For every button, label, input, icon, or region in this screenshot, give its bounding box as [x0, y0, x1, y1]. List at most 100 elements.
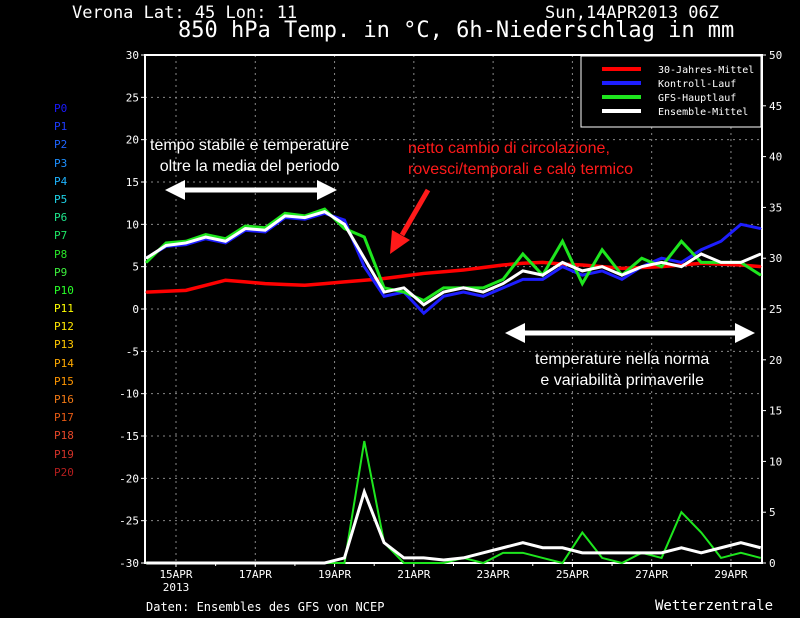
temp-point: [740, 223, 742, 226]
member-label: P11: [54, 302, 74, 316]
temp-point: [363, 257, 366, 260]
y2-tick-label: 25: [769, 303, 782, 316]
temp-point: [204, 236, 207, 238]
annotation-line: rovesci/temporali e calo termico: [408, 161, 633, 178]
temp-point: [759, 227, 762, 230]
temp-point: [244, 227, 247, 230]
temp-point: [581, 264, 584, 266]
chart-title: 850 hPa Temp. in °C, 6h-Niederschlag in …: [178, 18, 735, 43]
temp-point: [363, 279, 366, 282]
temp-point: [304, 216, 306, 219]
temp-point: [145, 261, 148, 264]
y2-tick-label: 20: [769, 354, 782, 367]
x-tick-label: 23APR: [477, 568, 510, 581]
brand-label: Wetterzentrale: [655, 598, 774, 614]
annotation-line: tempo stabile e temperature: [150, 137, 350, 154]
temp-point: [700, 248, 703, 251]
temp-point: [323, 282, 326, 285]
precip-line: [146, 440, 761, 565]
temp-point: [502, 282, 504, 285]
y-tick-label: 15: [126, 176, 139, 189]
temp-point: [204, 233, 207, 236]
temp-point: [561, 261, 564, 264]
temp-point: [442, 270, 445, 273]
red-arrow-head: [390, 230, 410, 254]
temp-point: [343, 219, 346, 221]
temp-point: [700, 253, 703, 255]
y-tick-label: -15: [119, 430, 139, 443]
member-label: P9: [54, 265, 68, 279]
y-tick-label: -25: [119, 515, 139, 528]
member-list: P0 P1 P2 P3 P4 P5 P6 P7 P8 P9 P10 P11 P12 P13 P14 P15 P1…: [54, 100, 74, 482]
member-label: P14: [54, 356, 74, 370]
temp-point: [522, 262, 524, 265]
annotation-line: netto cambio di circolazione,: [408, 140, 610, 157]
temp-point: [244, 225, 247, 227]
temp-point: [422, 272, 425, 275]
temp-point: [244, 281, 247, 283]
temp-point: [363, 265, 366, 268]
temp-point: [601, 248, 603, 251]
y-tick-label: 10: [126, 218, 139, 231]
member-label: P0: [54, 102, 68, 115]
temp-point: [640, 257, 643, 260]
annotation-line: e variabilità primaverile: [540, 372, 704, 389]
temp-point: [660, 261, 663, 264]
temp-point: [640, 265, 643, 268]
member-label: P15: [54, 374, 74, 388]
temp-point: [502, 287, 504, 289]
temp-point: [502, 278, 504, 281]
y2-tick-label: 5: [769, 506, 776, 519]
member-label: P12: [54, 320, 74, 334]
y-tick-label: 0: [132, 303, 139, 316]
temp-point: [403, 275, 405, 277]
temp-point: [759, 253, 762, 255]
temp-line: [145, 207, 762, 303]
x-tick-label: 19APR: [318, 568, 351, 581]
member-label: P18: [54, 429, 74, 443]
temp-point: [581, 282, 584, 285]
temp-point: [680, 265, 683, 268]
y2-tick-label: 10: [769, 455, 782, 468]
temp-point: [621, 267, 623, 270]
temp-point: [601, 265, 603, 268]
temp-point: [581, 274, 584, 276]
temp-point: [363, 236, 366, 238]
temp-point: [581, 270, 584, 272]
y2-tick-label: 0: [769, 557, 776, 570]
annotation-change: netto cambio di circolazione, rovesci/te…: [408, 138, 633, 180]
temp-point: [442, 295, 445, 298]
temp-point: [284, 215, 286, 217]
temp-point: [264, 229, 266, 232]
precip-line: [146, 487, 762, 565]
temp-point: [700, 261, 703, 264]
temp-point: [660, 265, 663, 268]
legend-label: Ensemble-Mittel: [658, 107, 748, 118]
temp-point: [323, 208, 326, 210]
temp-point: [561, 265, 564, 268]
member-label: P17: [54, 411, 74, 425]
temp-line: [145, 209, 762, 307]
member-label: P16: [54, 393, 74, 406]
y-tick-label: -5: [126, 345, 139, 358]
temp-point: [482, 287, 485, 289]
temp-point: [383, 295, 385, 298]
temp-point: [284, 283, 286, 286]
temp-point: [383, 287, 385, 289]
temp-point: [383, 291, 385, 293]
annotation-line: oltre la media del periodo: [159, 158, 340, 175]
y2-tick-label: 45: [769, 100, 782, 113]
member-label: P20: [54, 465, 74, 479]
member-label: P13: [54, 338, 74, 352]
temp-point: [165, 242, 167, 244]
temp-point: [264, 282, 266, 285]
member-label: P7: [54, 229, 68, 243]
double-arrow-normal-head: [505, 323, 525, 343]
temp-point: [442, 287, 445, 289]
temp-line: [145, 211, 762, 316]
temp-point: [442, 291, 445, 293]
temp-point: [482, 295, 485, 298]
y2-tick-label: 50: [769, 49, 782, 62]
temp-point: [323, 210, 326, 213]
x-tick-label: 25APR: [556, 568, 589, 581]
